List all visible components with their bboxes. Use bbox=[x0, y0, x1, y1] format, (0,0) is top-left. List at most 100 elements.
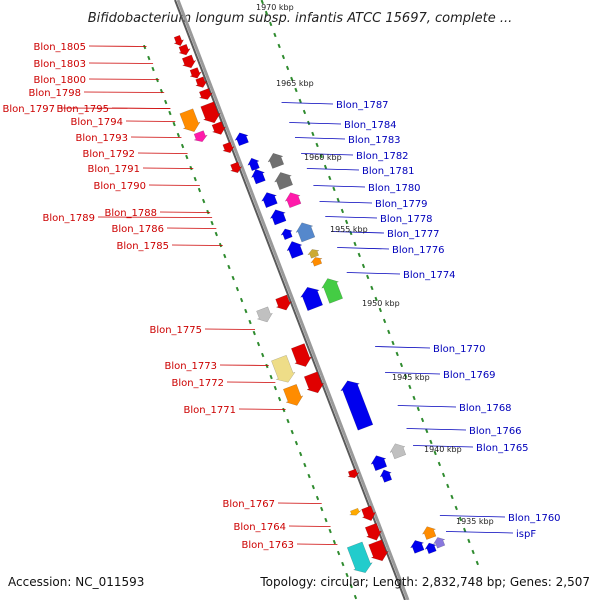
ruler-tick bbox=[252, 330, 256, 336]
reverse-gene bbox=[424, 542, 437, 555]
gene-label-right: Blon_1777 bbox=[387, 229, 440, 240]
ruler-tick bbox=[425, 428, 429, 434]
ruler-tick bbox=[282, 407, 286, 413]
ruler-tick bbox=[298, 98, 302, 104]
ruler-tick bbox=[239, 297, 244, 303]
gene-label-right: Blon_1770 bbox=[433, 344, 486, 355]
gene-label-right: Blon_1780 bbox=[368, 183, 421, 194]
gene-label-right: Blon_1778 bbox=[380, 214, 433, 225]
ruler-tick bbox=[290, 76, 294, 82]
ruler-tick bbox=[319, 153, 323, 159]
ruler-tick bbox=[235, 286, 240, 292]
forward-gene bbox=[290, 343, 313, 367]
ruler-tick bbox=[164, 99, 168, 105]
accession-text: Accession: NC_011593 bbox=[8, 575, 144, 589]
ruler-tick bbox=[345, 572, 349, 578]
ruler-tick bbox=[441, 472, 446, 478]
leader-line bbox=[294, 137, 346, 140]
gene-label-right: Blon_1776 bbox=[392, 245, 445, 256]
ruler-tick bbox=[193, 176, 197, 182]
reverse-gene bbox=[274, 172, 294, 191]
ruler-tick bbox=[269, 374, 273, 380]
gene-label-left: Blon_1789 bbox=[42, 213, 95, 224]
ruler-tick bbox=[332, 539, 337, 545]
ruler-tick bbox=[341, 561, 345, 567]
ruler-tick bbox=[142, 44, 147, 50]
gene-label-left: Blon_1792 bbox=[82, 149, 135, 160]
reverse-gene bbox=[267, 153, 285, 169]
ruler-tick bbox=[185, 154, 189, 160]
gene-label-right: Blon_1769 bbox=[443, 370, 496, 381]
backbone-shadow bbox=[174, 0, 406, 600]
gene-label-left: Blon_1788 bbox=[104, 208, 157, 219]
reverse-gene bbox=[286, 241, 304, 259]
forward-gene bbox=[275, 294, 292, 311]
leader-line bbox=[397, 405, 457, 408]
forward-gene bbox=[282, 383, 304, 406]
genome-backbone bbox=[174, 0, 410, 600]
gene-label-left: Blon_1791 bbox=[87, 164, 140, 175]
forward-gene bbox=[178, 43, 191, 56]
gene-label-left: Blon_1785 bbox=[116, 241, 169, 252]
forward-gene bbox=[303, 371, 325, 394]
gene-label-right: Blon_1768 bbox=[459, 403, 512, 414]
ruler-tick bbox=[416, 406, 420, 412]
leader-line bbox=[306, 168, 360, 171]
gene-label-right: Blon_1774 bbox=[403, 270, 456, 281]
ruler-tick bbox=[256, 341, 261, 347]
ruler-tick bbox=[223, 253, 227, 259]
ruler-tick bbox=[303, 462, 307, 468]
ruler-tick bbox=[261, 352, 265, 358]
ruler-tick bbox=[336, 197, 340, 203]
ruler-tick bbox=[391, 340, 395, 346]
gene-label-right: Blon_1781 bbox=[362, 166, 415, 177]
gene-label-left: Blon_1793 bbox=[75, 133, 128, 144]
reverse-gene bbox=[280, 228, 293, 241]
gene-label-left: Blon_1772 bbox=[171, 378, 224, 389]
scale-label: 1940 kbp bbox=[424, 445, 462, 454]
ruler-tick bbox=[353, 241, 357, 247]
forward-gene bbox=[173, 34, 185, 47]
leader-line bbox=[413, 445, 474, 448]
reverse-gene bbox=[295, 222, 316, 243]
ruler-tick bbox=[311, 484, 315, 490]
forward-gene bbox=[256, 306, 273, 323]
ruler-tick bbox=[168, 110, 172, 116]
ruler-tick bbox=[311, 131, 315, 137]
ruler-tick bbox=[248, 319, 252, 325]
gene-label-left: Blon_1797 bbox=[2, 104, 55, 115]
ruler-tick bbox=[147, 55, 151, 61]
gene-label-right: Blon_1783 bbox=[348, 135, 401, 146]
forward-gene bbox=[179, 108, 201, 132]
backbone-line bbox=[176, 0, 410, 600]
forward-gene bbox=[346, 468, 360, 479]
reverse-gene bbox=[432, 537, 446, 549]
forward-gene bbox=[361, 505, 377, 522]
forward-gene bbox=[200, 101, 221, 124]
reverse-gene bbox=[284, 192, 302, 209]
reverse-gene bbox=[340, 380, 374, 431]
ruler-tick bbox=[450, 494, 454, 500]
gene-label-left: Blon_1798 bbox=[28, 88, 81, 99]
ruler-tick bbox=[374, 296, 378, 302]
gene-label-left: Blon_1805 bbox=[33, 42, 86, 53]
ruler-tick bbox=[172, 121, 176, 127]
ruler-tick bbox=[420, 417, 425, 423]
gene-label-left: Blon_1803 bbox=[33, 59, 86, 70]
scale-label: 1950 kbp bbox=[362, 299, 400, 308]
ruler-tick bbox=[298, 451, 303, 457]
label-leader-lines bbox=[57, 45, 514, 545]
ruler-tick bbox=[471, 549, 475, 555]
gene-label-left: Blon_1795 bbox=[56, 104, 109, 115]
ruler-tick bbox=[387, 329, 391, 335]
ruler-tick bbox=[273, 32, 277, 38]
reverse-gene bbox=[321, 278, 344, 304]
ruler-tick bbox=[294, 440, 299, 446]
gene-label-left: Blon_1767 bbox=[222, 499, 275, 510]
gene-label-left: Blon_1763 bbox=[241, 540, 294, 551]
ruler-tick bbox=[395, 351, 399, 357]
scale-labels: 1970 kbp 1965 kbp 1960 kbp 1955 kbp 1950 kbp… bbox=[256, 3, 494, 526]
ruler-tick bbox=[463, 527, 467, 533]
ruler-tick bbox=[408, 384, 412, 390]
gene-label-right: ispF bbox=[516, 529, 536, 540]
